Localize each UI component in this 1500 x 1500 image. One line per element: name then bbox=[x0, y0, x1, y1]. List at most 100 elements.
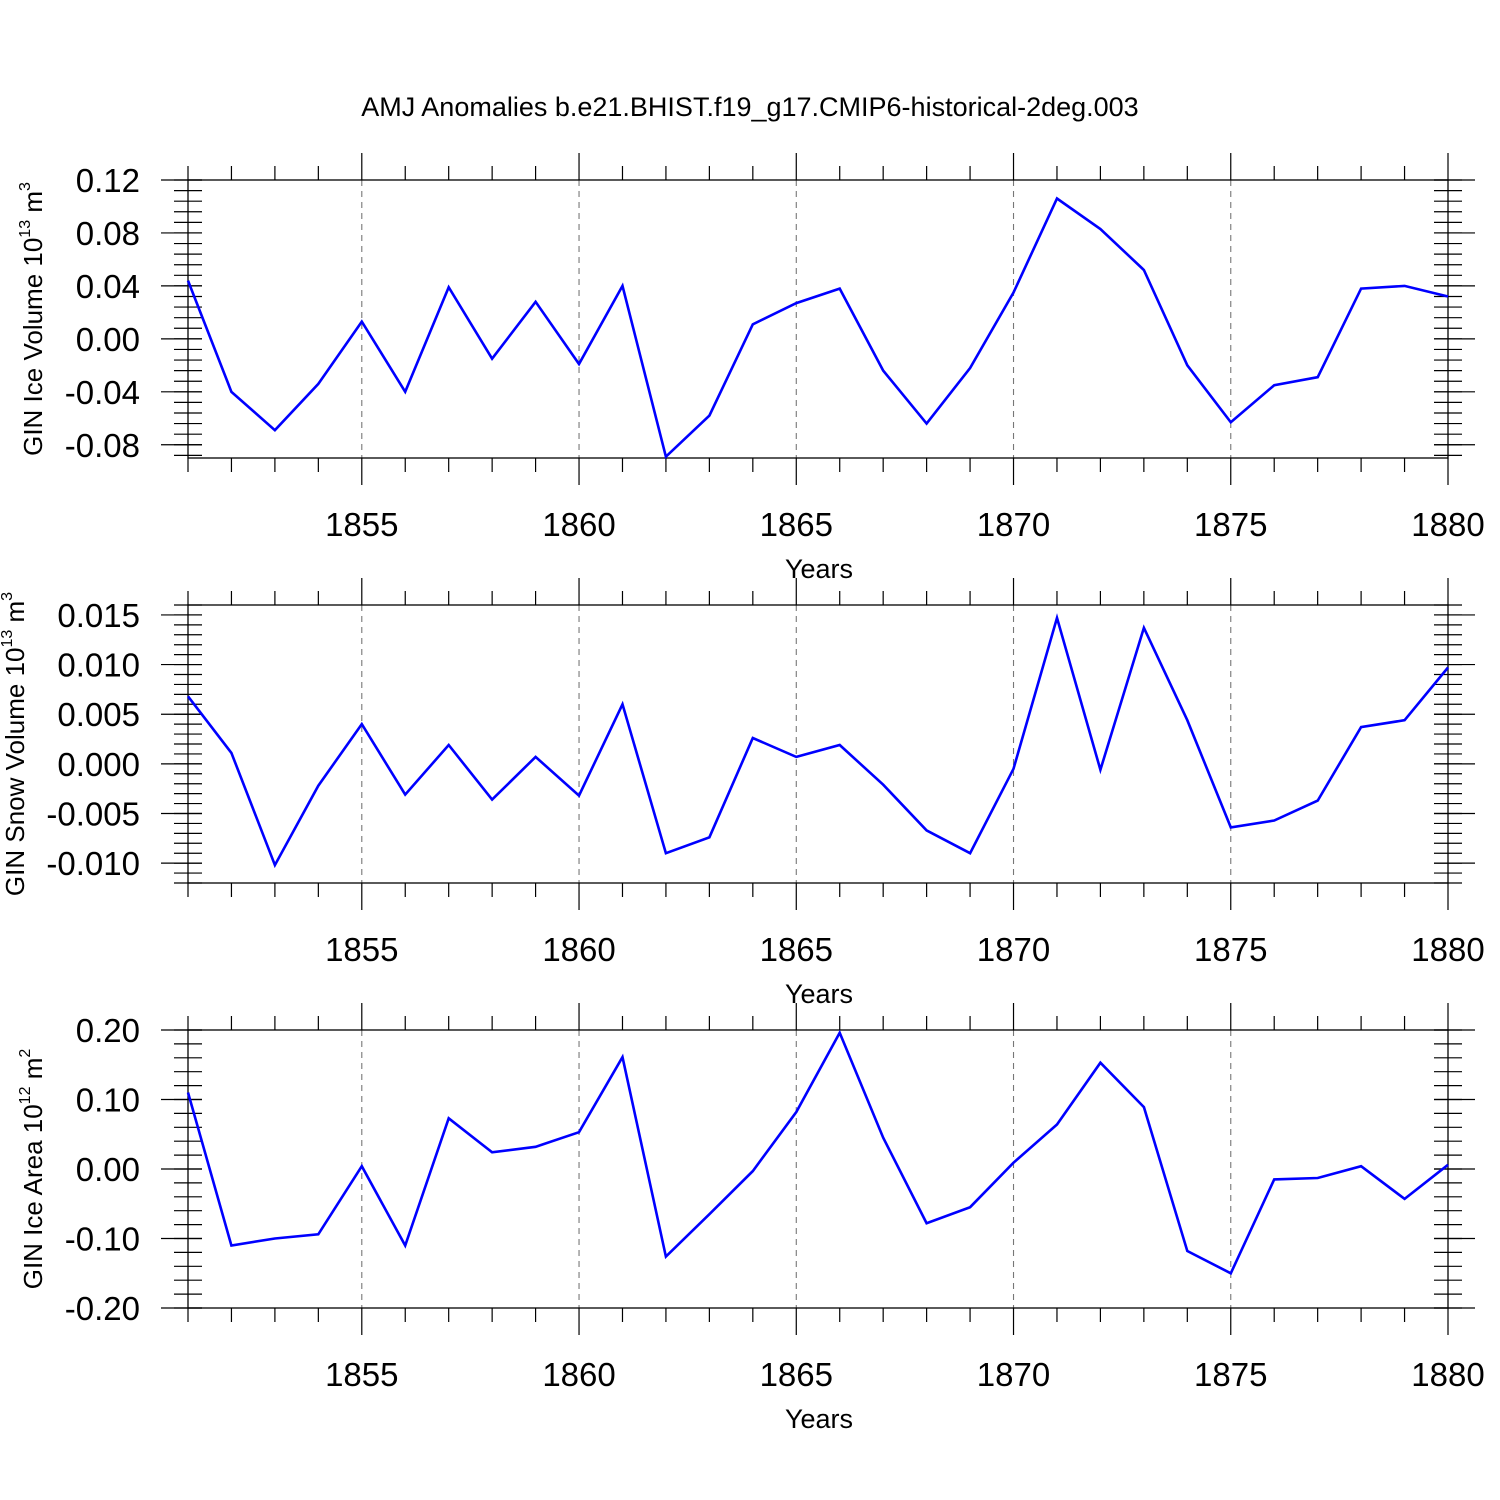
x-axis-label: Years bbox=[785, 1404, 853, 1434]
data-point bbox=[968, 1205, 972, 1209]
panel-ice-volume: GIN Ice Volume 1013 m3 Years -0.08 -0.04 0… bbox=[17, 153, 1485, 584]
data-point bbox=[447, 1116, 451, 1120]
data-point bbox=[577, 1130, 581, 1134]
y-tick-label: 0.12 bbox=[76, 162, 140, 199]
y-axis-label: GIN Ice Volume 1013 m3 bbox=[17, 182, 48, 456]
y-label-exponent: 13 bbox=[0, 630, 16, 648]
y-tick-label: 0.20 bbox=[76, 1012, 140, 1049]
data-point bbox=[707, 835, 711, 839]
data-point bbox=[1012, 1161, 1016, 1165]
data-point bbox=[1272, 1177, 1276, 1181]
plot-frame bbox=[187, 179, 1449, 459]
data-point bbox=[1316, 1176, 1320, 1180]
data-point bbox=[360, 320, 364, 324]
x-tick-label: 1875 bbox=[1194, 931, 1267, 968]
data-point bbox=[316, 784, 320, 788]
data-point bbox=[229, 751, 233, 755]
data-point bbox=[273, 863, 277, 867]
y-tick-label: -0.08 bbox=[65, 427, 140, 464]
x-tick-label: 1855 bbox=[325, 1356, 398, 1393]
data-point bbox=[1446, 294, 1450, 298]
x-tick-label: 1860 bbox=[542, 1356, 615, 1393]
x-axis-label: Years bbox=[785, 554, 853, 584]
series-line bbox=[186, 613, 1450, 869]
data-point bbox=[1185, 363, 1189, 367]
data-point bbox=[403, 1243, 407, 1247]
data-point bbox=[707, 1212, 711, 1216]
data-point bbox=[1359, 1164, 1363, 1168]
data-point bbox=[577, 794, 581, 798]
data-point bbox=[316, 1232, 320, 1236]
x-tick-label: 1880 bbox=[1411, 931, 1484, 968]
data-point bbox=[664, 851, 668, 855]
y-label-unit-exponent: 3 bbox=[17, 182, 34, 191]
panel-ice-area: GIN Ice Area 1012 m2 Years -0.20 -0.10 0.0… bbox=[17, 1003, 1485, 1434]
data-point bbox=[1272, 383, 1276, 387]
series-line bbox=[186, 196, 1449, 460]
x-tick-label: 1855 bbox=[325, 931, 398, 968]
data-point bbox=[1055, 1123, 1059, 1127]
x-tick-label: 1875 bbox=[1194, 1356, 1267, 1393]
data-point bbox=[229, 1243, 233, 1247]
data-point bbox=[229, 390, 233, 394]
y-label-unit-exponent: 2 bbox=[17, 1049, 34, 1058]
data-point bbox=[968, 366, 972, 370]
data-point bbox=[186, 1091, 190, 1095]
y-label-main: GIN Snow Volume 10 bbox=[0, 648, 30, 897]
data-point bbox=[1403, 718, 1407, 722]
data-point bbox=[838, 287, 842, 291]
data-point bbox=[186, 279, 190, 283]
data-point bbox=[751, 322, 755, 326]
data-point bbox=[403, 793, 407, 797]
x-tick-label: 1880 bbox=[1411, 1356, 1484, 1393]
y-label-exponent: 13 bbox=[17, 220, 34, 238]
data-point bbox=[1403, 284, 1407, 288]
data-point bbox=[1316, 799, 1320, 803]
x-tick-label: 1870 bbox=[977, 506, 1050, 543]
data-point bbox=[490, 357, 494, 361]
data-point bbox=[1359, 725, 1363, 729]
data-point bbox=[1229, 1271, 1233, 1275]
data-point bbox=[273, 428, 277, 432]
y-tick-label: 0.000 bbox=[57, 746, 140, 783]
data-point bbox=[838, 1031, 842, 1035]
x-tick-label: 1860 bbox=[542, 931, 615, 968]
plot-frame bbox=[187, 604, 1449, 884]
data-point bbox=[620, 702, 624, 706]
data-point bbox=[1229, 420, 1233, 424]
y-tick-label: -0.010 bbox=[46, 845, 140, 882]
data-point bbox=[968, 851, 972, 855]
data-point bbox=[751, 1169, 755, 1173]
data-point bbox=[1446, 1163, 1450, 1167]
x-tick-label: 1865 bbox=[760, 931, 833, 968]
y-axis-label: GIN Ice Area 1012 m2 bbox=[17, 1049, 48, 1290]
data-point bbox=[534, 1145, 538, 1149]
data-point bbox=[490, 1150, 494, 1154]
data-point bbox=[881, 369, 885, 373]
data-point bbox=[664, 455, 668, 459]
y-tick-label: -0.10 bbox=[65, 1221, 140, 1258]
data-point bbox=[1142, 268, 1146, 272]
y-tick-label: 0.00 bbox=[76, 321, 140, 358]
data-point bbox=[794, 1110, 798, 1114]
y-axis-label: GIN Snow Volume 1013 m3 bbox=[0, 592, 30, 896]
y-label-unit: m bbox=[18, 1058, 48, 1087]
chart-title: AMJ Anomalies b.e21.BHIST.f19_g17.CMIP6-… bbox=[361, 92, 1138, 122]
y-tick-label: 0.04 bbox=[76, 268, 140, 305]
y-tick-label: 0.010 bbox=[57, 647, 140, 684]
x-tick-label: 1865 bbox=[760, 506, 833, 543]
data-point bbox=[1185, 718, 1189, 722]
data-point bbox=[1055, 616, 1059, 620]
data-point bbox=[447, 285, 451, 289]
data-point bbox=[664, 1255, 668, 1259]
y-label-unit-exponent: 3 bbox=[0, 592, 16, 601]
x-tick-label: 1870 bbox=[977, 931, 1050, 968]
data-point bbox=[925, 422, 929, 426]
data-point bbox=[1098, 227, 1102, 231]
data-point bbox=[838, 743, 842, 747]
data-point bbox=[1359, 287, 1363, 291]
data-point bbox=[707, 414, 711, 418]
data-point bbox=[1229, 825, 1233, 829]
data-point bbox=[925, 1221, 929, 1225]
